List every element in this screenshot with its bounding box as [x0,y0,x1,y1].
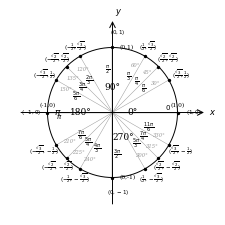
Text: $\frac{\pi}{3}$: $\frac{\pi}{3}$ [126,70,131,83]
Text: $\pi$—: $\pi$— [54,108,70,117]
Text: $\frac{11\pi}{6}$: $\frac{11\pi}{6}$ [143,121,154,135]
Text: 315°: 315° [146,144,158,149]
Text: $(\frac{\sqrt{2}}{2},\frac{\sqrt{2}}{2})$: $(\frac{\sqrt{2}}{2},\frac{\sqrt{2}}{2})… [157,52,179,65]
Text: $\frac{2\pi}{3}$: $\frac{2\pi}{3}$ [85,74,93,88]
Text: 300°: 300° [135,153,148,158]
Text: 30°: 30° [151,81,160,86]
Text: $\frac{7\pi}{6}$: $\frac{7\pi}{6}$ [77,129,85,143]
Text: $\frac{3\pi}{2}$: $\frac{3\pi}{2}$ [113,148,121,162]
Text: 270°: 270° [113,133,134,142]
Text: y: y [115,7,120,16]
Text: $(0,-1)$: $(0,-1)$ [106,188,129,197]
Text: 120°: 120° [77,67,90,72]
Text: (0,-1): (0,-1) [119,175,135,180]
Text: 90°: 90° [104,83,121,92]
Text: 210°: 210° [63,139,76,144]
Text: $\frac{7\pi}{4}$: $\frac{7\pi}{4}$ [139,130,147,144]
Text: $(0,1)$: $(0,1)$ [110,28,126,37]
Text: $(-1,0)$: $(-1,0)$ [21,108,41,117]
Text: (0,1): (0,1) [119,45,133,50]
Text: $(-\frac{1}{2},-\frac{\sqrt{3}}{2})$: $(-\frac{1}{2},-\frac{\sqrt{3}}{2})$ [60,172,89,185]
Text: $(-\frac{\sqrt{2}}{2},-\frac{\sqrt{2}}{2})$: $(-\frac{\sqrt{2}}{2},-\frac{\sqrt{2}}{2… [41,160,74,173]
Text: (-1,0): (-1,0) [39,103,56,108]
Text: $(\frac{\sqrt{2}}{2},-\frac{\sqrt{2}}{2})$: $(\frac{\sqrt{2}}{2},-\frac{\sqrt{2}}{2}… [153,160,182,173]
Text: $\frac{\pi}{2}$: $\frac{\pi}{2}$ [105,63,110,76]
Text: $\frac{\pi}{4}$: $\frac{\pi}{4}$ [134,75,140,88]
Text: $\frac{5\pi}{6}$: $\frac{5\pi}{6}$ [72,90,81,104]
Text: $(-\frac{\sqrt{3}}{2},\frac{1}{2})$: $(-\frac{\sqrt{3}}{2},\frac{1}{2})$ [33,68,56,81]
Text: $(-\frac{\sqrt{2}}{2},\frac{\sqrt{2}}{2})$: $(-\frac{\sqrt{2}}{2},\frac{\sqrt{2}}{2}… [44,52,71,65]
Text: 180°: 180° [70,108,92,117]
Text: 150°: 150° [59,87,72,92]
Text: $(-\frac{1}{2},\frac{\sqrt{3}}{2})$: $(-\frac{1}{2},\frac{\sqrt{3}}{2})$ [64,40,87,53]
Text: $(\frac{1}{2},-\frac{\sqrt{3}}{2})$: $(\frac{1}{2},-\frac{\sqrt{3}}{2})$ [139,172,164,185]
Text: $(-\frac{\sqrt{3}}{2},-\frac{1}{2})$: $(-\frac{\sqrt{3}}{2},-\frac{1}{2})$ [29,144,59,157]
Text: $(\frac{\sqrt{3}}{2},\frac{1}{2})$: $(\frac{\sqrt{3}}{2},\frac{1}{2})$ [172,68,190,81]
Text: $\frac{5\pi}{4}$: $\frac{5\pi}{4}$ [84,136,92,150]
Text: 60°: 60° [130,63,140,68]
Text: 0°: 0° [127,108,137,117]
Text: $\frac{3\pi}{4}$: $\frac{3\pi}{4}$ [78,81,86,95]
Text: 330°: 330° [153,133,166,138]
Text: $\frac{5\pi}{3}$: $\frac{5\pi}{3}$ [132,137,140,151]
Text: $(\frac{1}{2},\frac{\sqrt{3}}{2})$: $(\frac{1}{2},\frac{\sqrt{3}}{2})$ [140,40,158,53]
Text: 135°: 135° [67,76,79,81]
Text: $\pi$: $\pi$ [56,113,62,121]
Text: 225°: 225° [72,150,85,155]
Text: $0$: $0$ [165,104,171,112]
Text: $(1,0)$: $(1,0)$ [186,108,202,117]
Text: 45°: 45° [142,70,151,75]
Text: x: x [209,108,214,117]
Text: $\frac{4\pi}{3}$: $\frac{4\pi}{3}$ [93,142,101,156]
Text: $(\frac{\sqrt{3}}{2},-\frac{1}{2})$: $(\frac{\sqrt{3}}{2},-\frac{1}{2})$ [169,144,194,157]
Text: 240°: 240° [83,157,96,162]
Text: (1,0): (1,0) [170,103,185,108]
Text: $\frac{\pi}{6}$: $\frac{\pi}{6}$ [142,83,146,95]
